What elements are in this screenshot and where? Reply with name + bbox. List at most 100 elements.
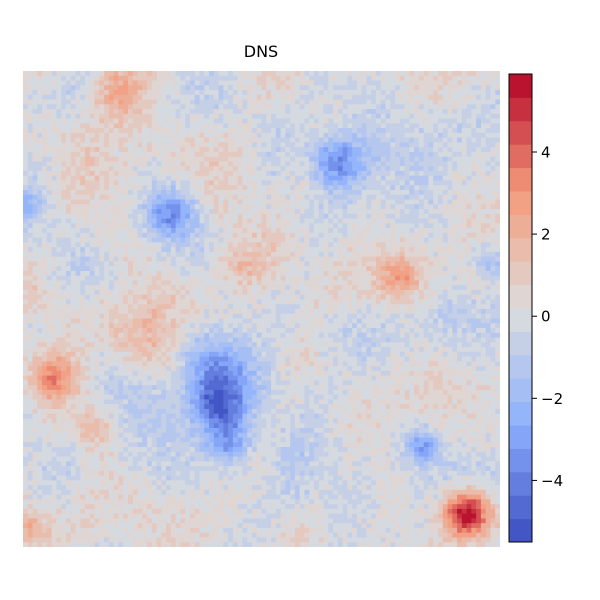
heatmap-cell [356, 151, 363, 158]
heatmap-cell [61, 261, 67, 267]
heatmap-cell [347, 204, 353, 210]
heatmap-cell [275, 232, 282, 239]
heatmap-cell [37, 142, 43, 148]
heatmap-cell [213, 128, 220, 134]
heatmap-cell [223, 109, 229, 115]
heatmap-cell [285, 294, 291, 301]
heatmap-cell [275, 185, 282, 191]
heatmap-cell [347, 113, 353, 120]
heatmap-cell [127, 242, 134, 248]
heatmap-cell [280, 118, 286, 124]
heatmap-cell [213, 71, 220, 77]
heatmap-cell [65, 232, 72, 239]
heatmap-cell [452, 113, 458, 120]
heatmap-cell [333, 123, 339, 129]
heatmap-cell [418, 175, 425, 182]
heatmap-cell [433, 299, 439, 305]
heatmap-cell [232, 285, 239, 291]
heatmap-cell [313, 247, 320, 253]
heatmap-cell [70, 256, 77, 262]
heatmap-cell [466, 94, 472, 101]
heatmap-cell [471, 209, 477, 215]
heatmap-cell [213, 75, 220, 82]
heatmap-cell [366, 270, 372, 277]
heatmap-cell [352, 75, 358, 82]
heatmap-cell [361, 204, 368, 210]
heatmap-cell [256, 232, 263, 239]
heatmap-cell [56, 113, 62, 120]
heatmap-cell [299, 166, 306, 172]
heatmap-cell [290, 75, 296, 82]
heatmap-cell [156, 228, 162, 234]
heatmap-cell [61, 294, 67, 301]
heatmap-cell [476, 209, 482, 215]
heatmap-cell [85, 109, 91, 115]
heatmap-cell [390, 118, 396, 124]
heatmap-cell [194, 142, 201, 148]
heatmap-cell [251, 94, 258, 101]
heatmap-cell [237, 123, 244, 129]
heatmap-cell [51, 166, 57, 172]
heatmap-cell [409, 194, 415, 201]
heatmap-cell [333, 161, 339, 167]
heatmap-cell [480, 109, 487, 115]
heatmap-cell [361, 289, 368, 296]
heatmap-cell [61, 256, 67, 262]
heatmap-cell [142, 289, 148, 296]
heatmap-cell [75, 261, 81, 267]
heatmap-cell [271, 204, 277, 210]
heatmap-cell [285, 280, 291, 286]
heatmap-cell [452, 170, 458, 177]
heatmap-cell [466, 118, 472, 124]
heatmap-cell [380, 180, 387, 186]
heatmap-cell [61, 275, 67, 282]
heatmap-cell [166, 170, 172, 177]
heatmap-cell [447, 247, 453, 253]
heatmap-cell [423, 261, 430, 267]
heatmap-cell [337, 204, 344, 210]
heatmap-cell [495, 270, 500, 277]
heatmap-cell [333, 228, 339, 234]
heatmap-cell [333, 266, 339, 272]
heatmap-cell [466, 123, 472, 129]
heatmap-cell [142, 104, 148, 110]
heatmap-cell [409, 294, 415, 301]
heatmap-cell [113, 104, 119, 110]
heatmap-cell [433, 251, 439, 258]
heatmap-cell [404, 137, 410, 143]
heatmap-cell [132, 209, 139, 215]
heatmap-cell [199, 94, 205, 101]
heatmap-cell [166, 280, 172, 286]
heatmap-cell [452, 251, 458, 258]
heatmap-cell [104, 213, 110, 220]
heatmap-cell [99, 99, 105, 105]
heatmap-cell [471, 185, 477, 191]
heatmap-cell [51, 104, 57, 110]
heatmap-cell [347, 180, 353, 186]
heatmap-cell [223, 190, 229, 196]
heatmap-cell [418, 223, 425, 229]
heatmap-cell [204, 180, 210, 186]
heatmap-cell [428, 156, 434, 163]
heatmap-cell [375, 237, 382, 243]
heatmap-cell [380, 99, 387, 105]
heatmap-cell [313, 147, 320, 153]
heatmap-cell [476, 285, 482, 291]
heatmap-cell [242, 280, 248, 286]
heatmap-cell [104, 242, 110, 248]
heatmap-cell [113, 85, 119, 91]
heatmap-cell [228, 175, 234, 182]
heatmap-cell [495, 185, 500, 191]
heatmap-cell [194, 156, 201, 163]
heatmap-cell [395, 118, 401, 124]
heatmap-cell [352, 204, 358, 210]
heatmap-cell [180, 237, 186, 243]
heatmap-cell [213, 123, 220, 129]
heatmap-cell [75, 247, 81, 253]
heatmap-cell [275, 123, 282, 129]
heatmap-cell [51, 190, 57, 196]
heatmap-cell [75, 304, 81, 310]
heatmap-cell [46, 94, 53, 101]
heatmap-cell [108, 194, 115, 201]
heatmap-cell [328, 199, 334, 205]
